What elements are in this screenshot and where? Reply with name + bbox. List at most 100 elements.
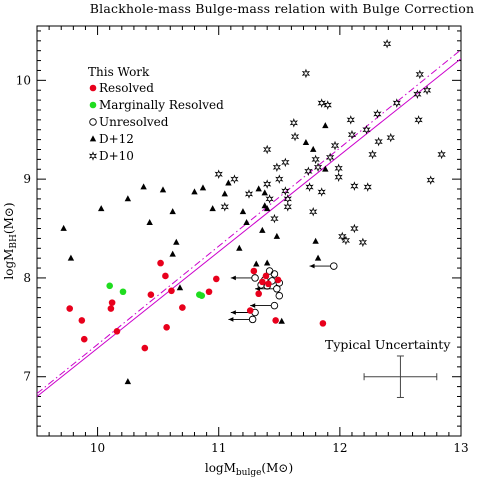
point-d-10 — [373, 109, 382, 119]
point-d-12 — [60, 224, 67, 231]
point-d-10 — [290, 131, 300, 142]
point-d-10 — [275, 174, 284, 184]
point-d-12 — [199, 184, 207, 191]
point-d-12 — [176, 284, 184, 291]
point-resolved — [212, 275, 220, 283]
point-resolved — [141, 344, 149, 352]
point-d-10 — [362, 124, 371, 135]
point-d-10 — [358, 237, 368, 248]
point-d-12 — [159, 186, 167, 193]
point-d-10 — [214, 169, 223, 179]
point-resolved — [113, 327, 121, 335]
legend-marker-3 — [89, 135, 97, 142]
point-resolved — [246, 307, 254, 314]
point-d-12 — [259, 226, 266, 233]
point-d-10 — [244, 189, 254, 199]
point-unresolved — [330, 262, 338, 270]
fit-lines — [37, 49, 461, 397]
point-d-10 — [346, 115, 355, 125]
point-d-12 — [169, 208, 176, 215]
fit-line-solid — [37, 58, 461, 397]
fit-line-dashdot — [37, 49, 461, 394]
point-resolved — [250, 267, 258, 275]
point-d-10 — [334, 172, 343, 182]
y-tick-label: 7 — [23, 370, 31, 384]
point-unresolved — [270, 301, 279, 310]
point-d-10 — [281, 186, 290, 196]
point-d-10 — [317, 98, 326, 108]
point-d-10 — [392, 98, 401, 108]
point-d-10 — [363, 182, 372, 192]
point-d-12 — [263, 259, 271, 266]
point-resolved — [205, 288, 213, 296]
point-d-12 — [124, 378, 132, 385]
arrow-head — [309, 263, 315, 269]
point-marginally-resolved — [198, 292, 206, 300]
point-d-10 — [386, 132, 395, 143]
point-d-10 — [317, 187, 326, 197]
uncertainty-label: Typical Uncertainty — [325, 337, 451, 352]
point-resolved — [80, 335, 88, 343]
point-d-10 — [281, 157, 290, 168]
point-d-10 — [350, 181, 359, 191]
point-d-12 — [225, 179, 232, 186]
point-resolved — [78, 317, 86, 324]
point-d-12 — [263, 205, 271, 212]
y-tick-label: 8 — [23, 271, 31, 285]
point-d-12 — [140, 183, 147, 190]
point-d-12 — [243, 219, 250, 226]
legend-marker-4 — [88, 151, 98, 161]
point-resolved — [262, 272, 270, 280]
chart-title: Blackhole-mass Bulge-mass relation with … — [90, 1, 474, 16]
axis-ticks — [36, 26, 462, 436]
point-resolved — [157, 259, 164, 267]
point-d-10 — [414, 115, 423, 125]
point-resolved — [66, 305, 74, 312]
point-d-12 — [310, 145, 317, 152]
point-d-10 — [230, 174, 239, 184]
uncertainty-annotation: Typical Uncertainty — [325, 337, 451, 398]
point-unresolved — [248, 315, 257, 324]
x-tick-label: 10 — [90, 441, 105, 455]
legend-label-0: Resolved — [99, 81, 154, 95]
point-d-10 — [426, 175, 435, 185]
point-resolved — [255, 290, 262, 298]
arrow-head — [250, 303, 256, 308]
point-d-10 — [311, 154, 320, 165]
point-d-10 — [263, 179, 272, 189]
y-axis-label: logMBH(M⊙) — [2, 202, 19, 279]
arrow-head — [228, 317, 234, 322]
data-points — [60, 39, 446, 385]
point-marginally-resolved — [106, 282, 113, 290]
point-resolved — [272, 317, 279, 324]
point-d-12 — [261, 202, 268, 209]
point-d-10 — [415, 69, 424, 80]
legend-label-2: Unresolved — [99, 115, 169, 129]
legend-label-3: D+12 — [99, 132, 134, 146]
point-resolved — [168, 287, 175, 295]
legend: This Work Resolved Marginally Resolved Unr… — [88, 65, 224, 163]
x-tick-label: 12 — [332, 441, 347, 455]
point-d-10 — [338, 231, 347, 242]
point-marginally-resolved — [119, 288, 127, 296]
point-d-12 — [67, 254, 75, 261]
point-d-10 — [323, 100, 332, 110]
point-unresolved — [251, 274, 259, 282]
point-resolved — [179, 304, 186, 311]
point-d-10 — [265, 194, 274, 204]
point-d-10 — [326, 152, 335, 163]
point-d-10 — [272, 162, 282, 173]
point-d-12 — [255, 185, 262, 192]
point-d-12 — [209, 205, 216, 212]
point-d-10 — [263, 144, 272, 155]
point-d-10 — [437, 149, 446, 160]
point-resolved — [108, 299, 116, 306]
point-resolved — [163, 324, 170, 331]
point-d-10 — [305, 182, 314, 192]
point-d-12 — [312, 237, 319, 244]
point-d-10 — [422, 85, 432, 95]
legend-marker-0 — [89, 84, 97, 92]
point-d-12 — [253, 260, 260, 267]
point-d-12 — [261, 189, 268, 196]
